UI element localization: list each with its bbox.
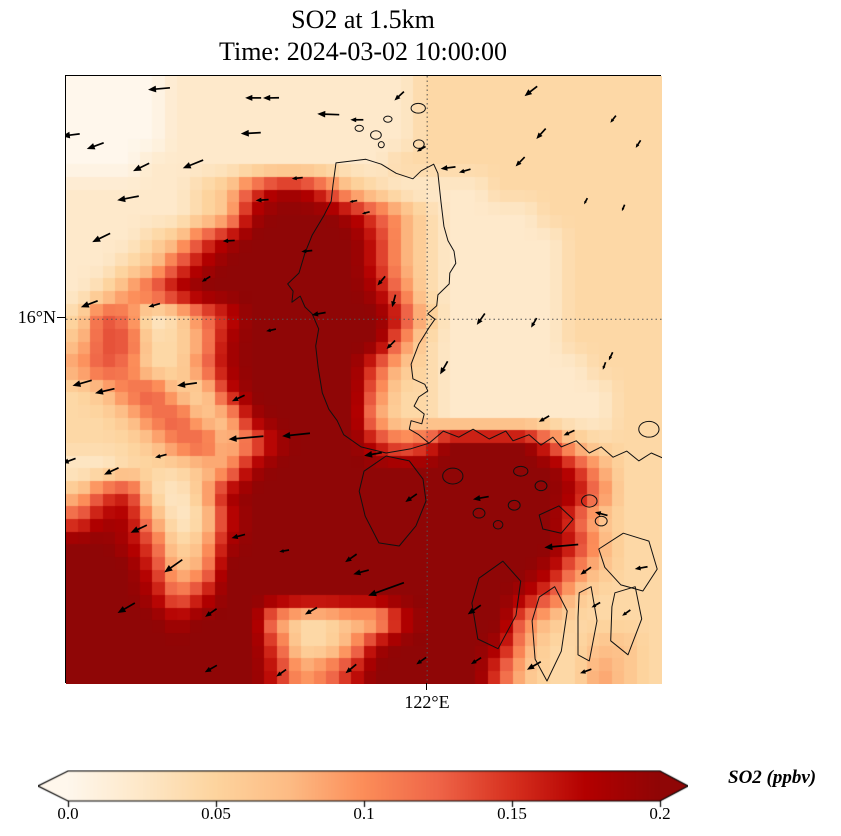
x-tick-mark: [426, 683, 428, 690]
colorbar-label: SO2 (ppbv): [728, 767, 817, 788]
map-panel: [65, 75, 662, 684]
colorbar-tick-label: 0.0: [57, 804, 79, 823]
heatmap-canvas: [66, 76, 662, 684]
colorbar-tick-label: 0.1: [353, 804, 375, 823]
colorbar-tick-label: 0.2: [649, 804, 671, 823]
x-tick-label: 122°E: [404, 692, 450, 712]
y-tick-mark: [57, 317, 65, 319]
colorbar-canvas: [38, 770, 688, 808]
plot-title: SO2 at 1.5km: [291, 5, 435, 34]
colorbar-tick-label: 0.05: [201, 804, 231, 823]
plot-subtitle: Time: 2024-03-02 10:00:00: [219, 37, 507, 66]
colorbar-tick-label: 0.15: [497, 804, 527, 823]
y-tick-label: 16°N: [17, 307, 56, 327]
map-overlay-svg: [66, 76, 662, 684]
